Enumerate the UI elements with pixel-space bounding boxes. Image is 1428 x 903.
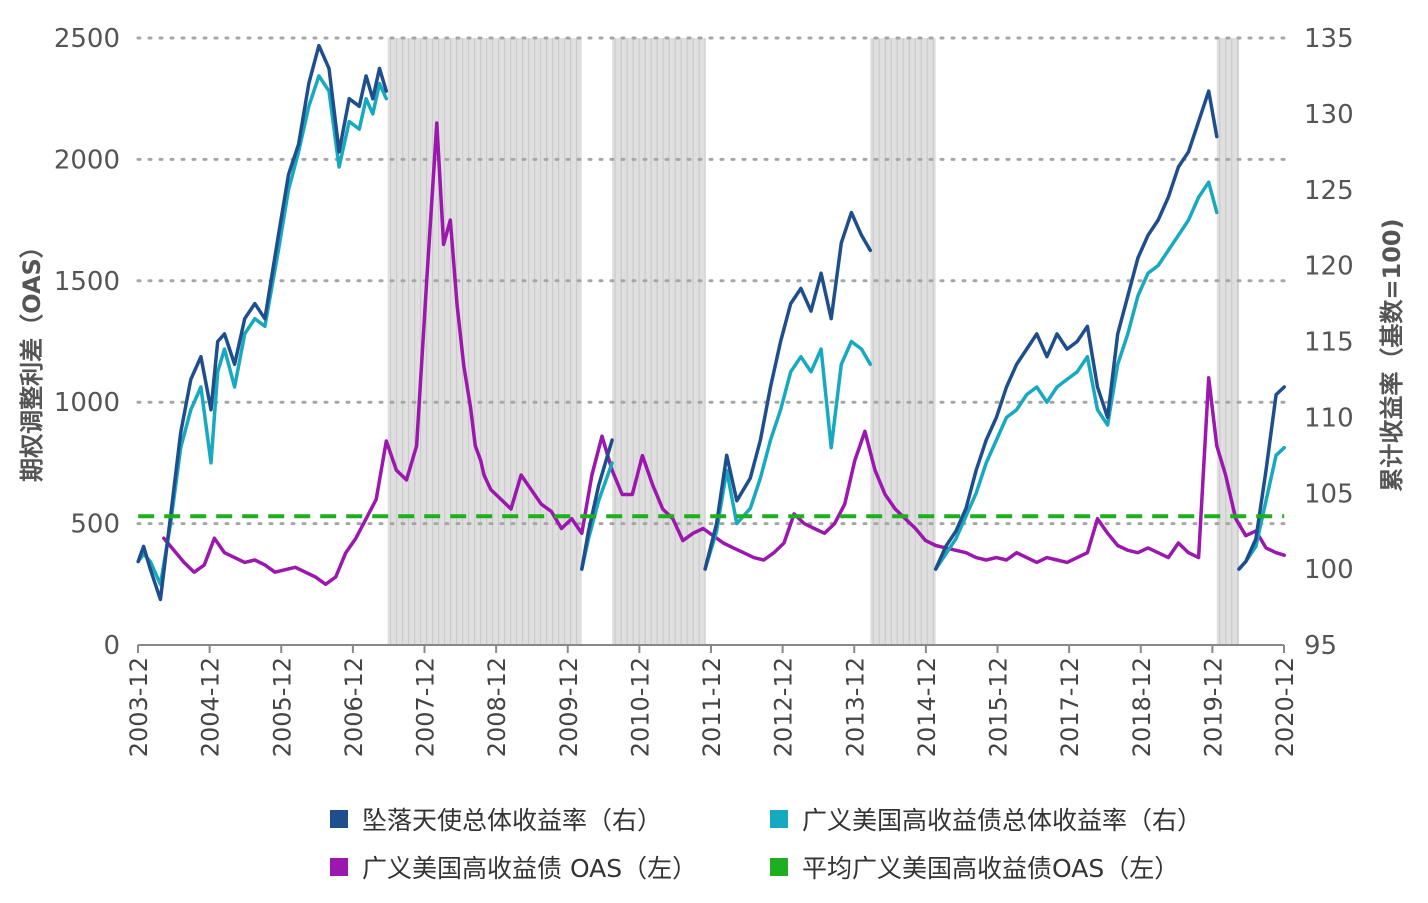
y-right-tick-label: 125	[1304, 176, 1354, 206]
y-right-tick-label: 115	[1304, 328, 1354, 358]
series-line	[703, 339, 873, 571]
legend-item-fallen-angel: 坠落天使总体收益率（右）	[330, 801, 730, 837]
legend-swatch-avg-hy-oas	[770, 858, 788, 876]
legend-label: 广义美国高收益债 OAS（左）	[362, 854, 698, 883]
x-tick-label: 2012-12	[770, 657, 798, 757]
x-tick-label: 2005-12	[268, 657, 296, 757]
series-line	[162, 121, 1286, 587]
x-tick-label: 2017-12	[1056, 657, 1084, 757]
series-line	[580, 438, 614, 571]
y-right-tick-label: 110	[1304, 403, 1354, 433]
series-line	[703, 210, 873, 571]
series-lines	[136, 43, 1286, 602]
legend-item-hy-total-return: 广义美国高收益债总体收益率（右）	[770, 801, 1202, 837]
x-tick-label: 2013-12	[841, 657, 869, 757]
y-right-tick-label: 120	[1304, 252, 1354, 282]
x-tick-label: 2020-12	[1271, 657, 1299, 757]
y-left-tick-label: 2000	[54, 145, 120, 175]
y-right-tick-label: 100	[1304, 555, 1354, 585]
shaded-period	[1216, 38, 1240, 645]
x-tick-label: 2007-12	[412, 657, 440, 757]
legend-swatch-hy-total-return	[770, 810, 788, 828]
y-right-tick-label: 130	[1304, 100, 1354, 130]
y-left-tick-label: 1500	[54, 267, 120, 297]
legend-row: 广义美国高收益债 OAS（左） 平均广义美国高收益债OAS（左）	[330, 843, 1330, 891]
legend-label: 广义美国高收益债总体收益率（右）	[802, 806, 1203, 835]
x-tick-label: 2018-12	[1128, 657, 1156, 757]
legend-label: 坠落天使总体收益率（右）	[362, 806, 663, 835]
x-tick-label: 2003-12	[125, 657, 153, 757]
x-tick-label: 2014-12	[913, 657, 941, 757]
y-left-tick-label: 1000	[54, 388, 120, 418]
x-tick-label: 2009-12	[555, 657, 583, 757]
x-tick-label: 2008-12	[483, 657, 511, 757]
x-tick-label: 2010-12	[626, 657, 654, 757]
x-tick-label: 2004-12	[197, 657, 225, 757]
legend-item-hy-oas: 广义美国高收益债 OAS（左）	[330, 849, 730, 885]
series-line	[136, 74, 389, 587]
y-right-tick-label: 95	[1304, 631, 1337, 661]
gridlines	[136, 36, 1286, 526]
legend-label: 平均广义美国高收益债OAS（左）	[802, 854, 1180, 883]
series-line	[933, 180, 1219, 571]
series-line	[1237, 385, 1286, 571]
y-left-tick-label: 500	[70, 510, 120, 540]
legend: 坠落天使总体收益率（右） 广义美国高收益债总体收益率（右） 广义美国高收益债 O…	[330, 795, 1330, 891]
series-line	[933, 89, 1219, 571]
axes: 0 500 1000 1500 2000 2500 95 100 105 110 115 120 125…	[54, 24, 1354, 757]
shaded-period	[612, 38, 706, 645]
shaded-period	[387, 38, 582, 645]
shaded-periods	[387, 38, 1240, 645]
y-right-tick-label: 105	[1304, 479, 1354, 509]
legend-item-avg-hy-oas: 平均广义美国高收益债OAS（左）	[770, 849, 1179, 885]
y-left-tick-label: 2500	[54, 24, 120, 54]
x-tick-label: 2011-12	[698, 657, 726, 757]
y-right-tick-label: 135	[1304, 24, 1354, 54]
y-left-tick-label: 0	[103, 631, 120, 661]
x-tick-label: 2019-12	[1199, 657, 1227, 757]
y-axis-right-title: 累计收益率（基数=100)	[1378, 218, 1406, 491]
legend-swatch-fallen-angel	[330, 810, 348, 828]
legend-swatch-hy-oas	[330, 858, 348, 876]
x-tick-label: 2006-12	[340, 657, 368, 757]
y-axis-left-title: 期权调整利差（OAS）	[18, 234, 46, 482]
series-line	[136, 43, 389, 602]
legend-row: 坠落天使总体收益率（右） 广义美国高收益债总体收益率（右）	[330, 795, 1330, 843]
x-tick-label: 2015-12	[985, 657, 1013, 757]
